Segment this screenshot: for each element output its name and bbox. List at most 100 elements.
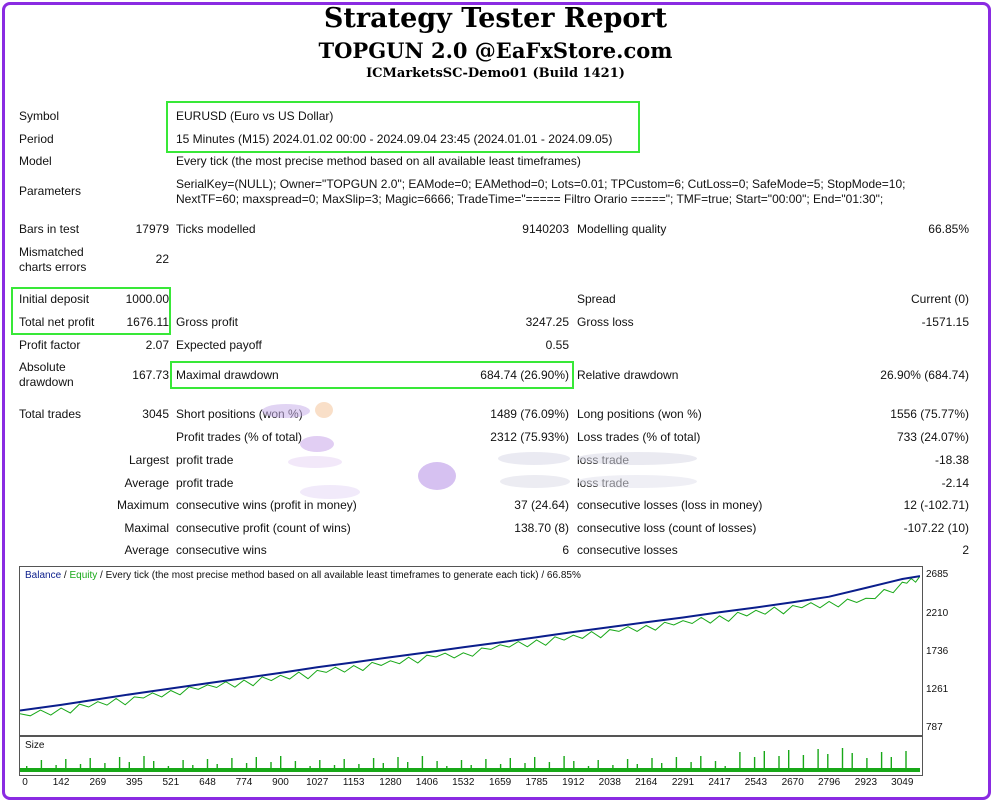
- x-tick-label: 395: [125, 777, 143, 788]
- x-tick-label: 521: [162, 777, 180, 788]
- x-tick-label: 2417: [708, 777, 731, 788]
- long-positions-label: Long positions (won %): [577, 407, 702, 421]
- gross-loss-label: Gross loss: [577, 315, 634, 329]
- size-bar: [763, 751, 765, 772]
- balance-line: [20, 575, 920, 712]
- quality-label: Modelling quality: [577, 222, 667, 236]
- smear-blur: [498, 452, 570, 465]
- smear-blur: [577, 452, 697, 465]
- size-baseline: [20, 768, 920, 772]
- size-bar: [192, 765, 194, 772]
- parameters-line-1: SerialKey=(NULL); Owner="TOPGUN 2.0"; EA…: [176, 177, 906, 191]
- size-bar: [905, 751, 907, 772]
- short-positions-value: 1489 (76.09%): [490, 407, 569, 421]
- parameters-line-2: NextTF=60; maxspread=0; MaxSlip=3; Magic…: [176, 192, 884, 206]
- relative-drawdown-label: Relative drawdown: [577, 368, 679, 382]
- bars-value: 17979: [135, 222, 169, 236]
- avg-cons-losses-value: 2: [962, 543, 969, 557]
- balance-equity-chart: [20, 575, 920, 717]
- size-bar: [788, 750, 790, 772]
- size-bar: [216, 764, 218, 772]
- legend-sep: /: [61, 570, 70, 581]
- size-bar: [573, 761, 575, 772]
- size-bar: [612, 765, 614, 772]
- average-loss-value: -2.14: [941, 476, 969, 490]
- mismatch-label-1: Mismatched: [19, 245, 84, 259]
- size-bar: [700, 756, 702, 772]
- size-bar: [587, 766, 590, 772]
- x-tick-label: 0: [22, 777, 28, 788]
- profit-trades-label: Profit trades (% of total): [176, 430, 303, 444]
- size-bar: [827, 754, 829, 772]
- total-trades-value: 3045: [142, 407, 169, 421]
- size-bar: [89, 758, 91, 772]
- x-tick-label: 900: [272, 777, 289, 788]
- gross-profit-label: Gross profit: [176, 315, 239, 329]
- size-bar: [55, 765, 57, 772]
- x-tick-label: 1912: [562, 777, 585, 788]
- deposit-label: Initial deposit: [19, 292, 90, 306]
- y-tick-label: 787: [926, 721, 943, 733]
- size-bar: [446, 766, 448, 772]
- expected-payoff-value: 0.55: [545, 338, 569, 352]
- size-bar: [79, 764, 82, 772]
- size-bar: [690, 762, 692, 772]
- size-bar: [245, 763, 248, 772]
- maximal-drawdown-label: Maximal drawdown: [176, 368, 279, 382]
- size-bar: [636, 764, 638, 772]
- y-tick-label: 2685: [926, 569, 949, 581]
- maximal-loss-label: consecutive loss (count of losses): [577, 521, 757, 535]
- size-bar: [724, 766, 726, 772]
- avg-cons-wins-label: consecutive wins: [176, 543, 267, 557]
- smear-blur: [315, 402, 333, 418]
- size-bar: [817, 749, 819, 772]
- size-bar: [153, 761, 155, 772]
- x-tick-label: 1027: [306, 777, 329, 788]
- size-bar: [524, 763, 526, 772]
- profit-factor-value: 2.07: [145, 338, 169, 352]
- avg-cons-losses-label: consecutive losses: [577, 543, 678, 557]
- long-positions-value: 1556 (75.77%): [890, 407, 969, 421]
- legend-desc: / Every tick (the most precise method ba…: [97, 570, 581, 581]
- size-bar: [597, 760, 599, 772]
- smear-blur: [577, 475, 697, 488]
- size-bar: [421, 756, 424, 772]
- ticks-value: 9140203: [522, 222, 569, 236]
- size-bar: [65, 759, 67, 772]
- size-bar: [436, 761, 438, 772]
- size-bar: [651, 758, 653, 772]
- max-drawdown-highlight: [170, 361, 574, 389]
- size-bar: [128, 762, 130, 772]
- smear-blur: [500, 475, 570, 488]
- max-cons-wins-value: 37 (24.64): [514, 498, 569, 512]
- size-bar: [143, 756, 145, 772]
- absolute-drawdown-value: 167.73: [132, 368, 169, 382]
- maximal-label: Maximal: [124, 521, 169, 535]
- size-bar: [382, 763, 384, 772]
- max-cons-losses-value: 12 (-102.71): [903, 498, 969, 512]
- avg-cons-wins-value: 6: [562, 543, 569, 557]
- x-tick-label: 3049: [891, 777, 914, 788]
- size-bar: [255, 757, 257, 772]
- size-bar: [118, 757, 121, 772]
- size-bar: [851, 753, 853, 772]
- largest-profit-label: profit trade: [176, 453, 234, 467]
- report-title: Strategy Tester Report: [323, 3, 668, 34]
- symbol-value: EURUSD (Euro vs US Dollar): [176, 109, 334, 123]
- size-bar: [167, 766, 170, 772]
- smear-blur: [262, 404, 310, 418]
- x-tick-label: 1659: [488, 777, 512, 788]
- average2-label: Average: [124, 543, 169, 557]
- size-bar: [563, 756, 565, 772]
- ticks-label: Ticks modelled: [176, 222, 256, 236]
- size-bar: [104, 763, 106, 772]
- x-tick-label: 1406: [415, 777, 439, 788]
- size-bar: [802, 755, 805, 772]
- size-bar: [470, 765, 472, 772]
- x-tick-label: 142: [52, 777, 70, 788]
- x-tick-label: 2291: [671, 777, 695, 788]
- size-bar: [309, 766, 311, 772]
- mismatch-value: 22: [155, 252, 169, 266]
- size-bar: [294, 761, 297, 772]
- legend-balance: Balance: [25, 570, 62, 581]
